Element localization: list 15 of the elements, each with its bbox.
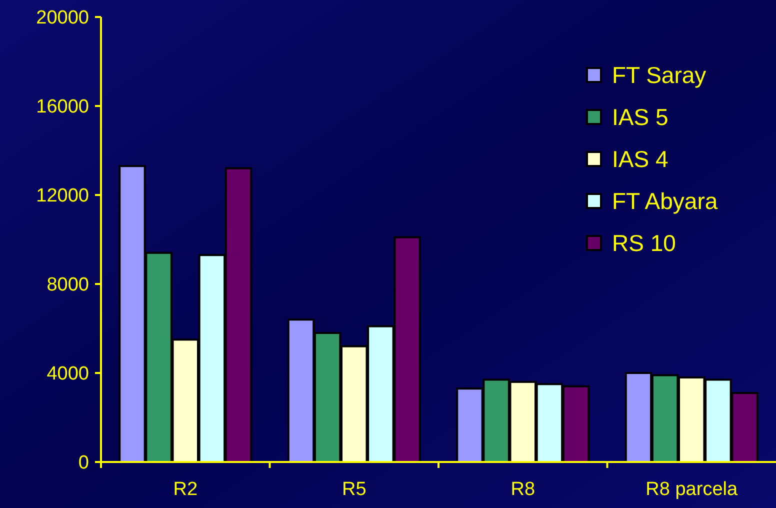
x-tick-label: R8 parcela [646,479,738,500]
y-tick-label: 16000 [36,96,89,118]
x-tick-label: R2 [173,479,198,500]
y-tick-label: 20000 [36,8,89,29]
y-tick-label: 0 [78,452,89,474]
y-tick-label: 8000 [46,274,89,296]
legend-label: IAS 4 [612,146,668,172]
legend-label: FT Abyara [612,188,718,214]
x-tick-label: R5 [342,479,366,500]
y-tick-label: 12000 [36,186,89,207]
legend-label: RS 10 [612,230,676,256]
y-tick-label: 4000 [46,364,89,385]
legend-label: IAS 5 [612,104,668,130]
x-tick-label: R8 [510,479,536,500]
legend-label: FT Saray [612,62,707,88]
